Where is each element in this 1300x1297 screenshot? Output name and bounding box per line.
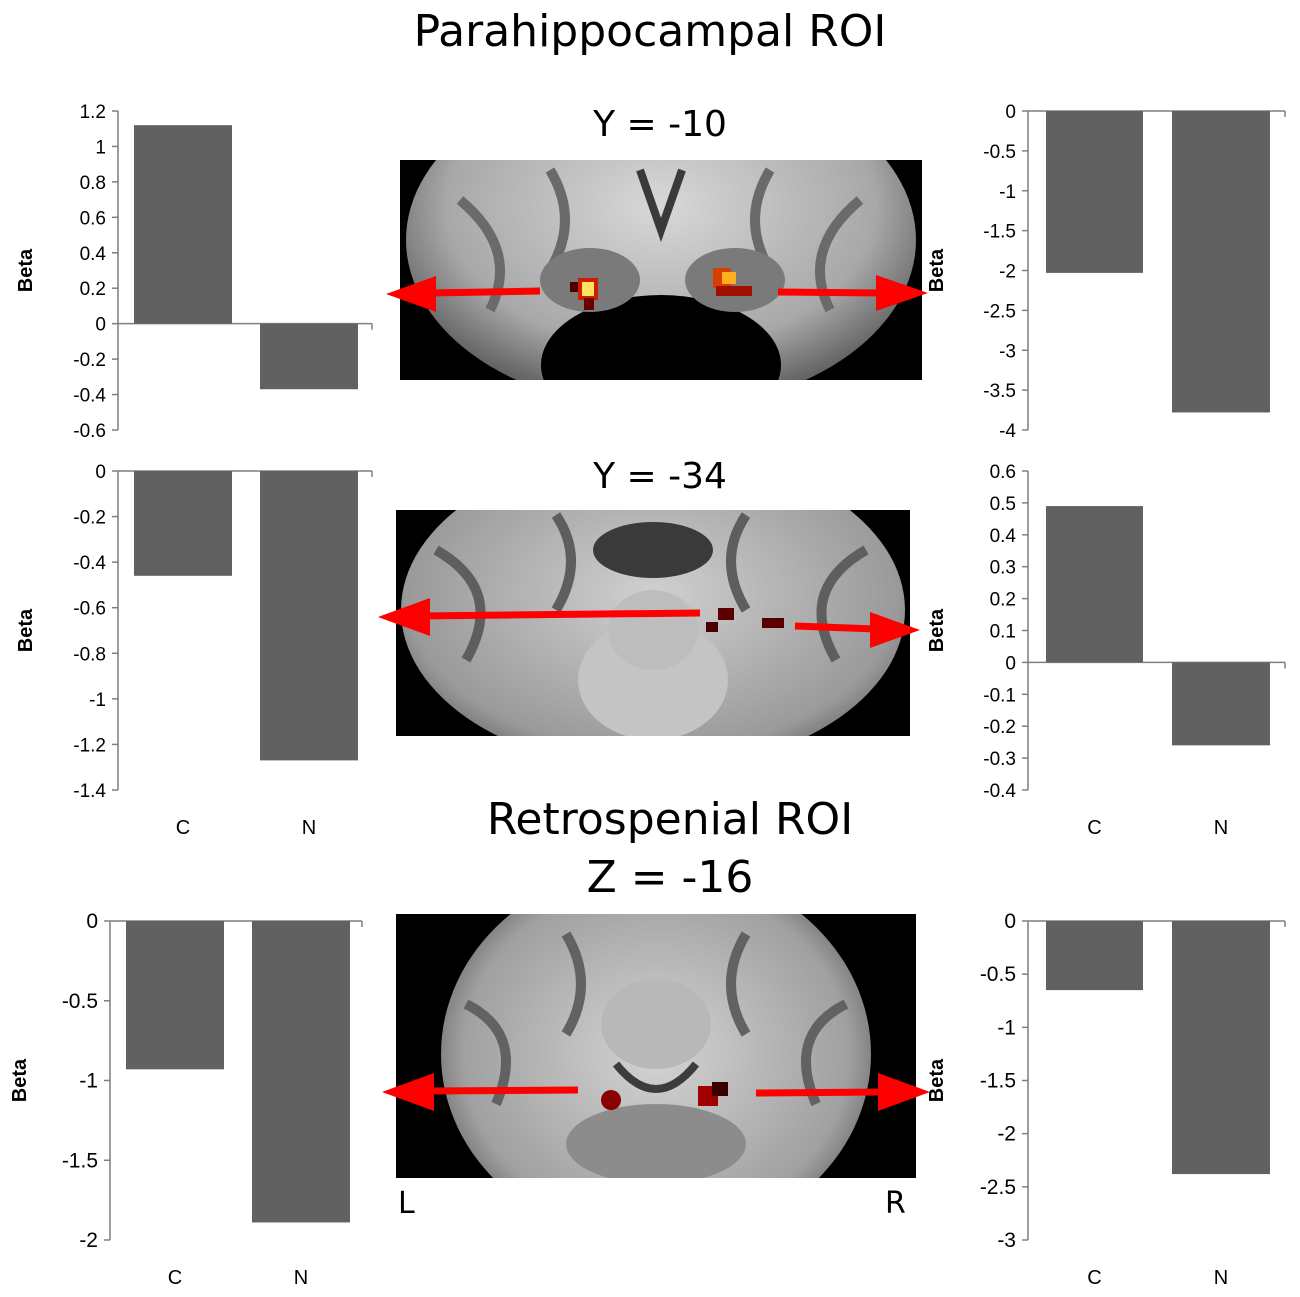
orientation-right-label: R xyxy=(885,1186,906,1221)
y-tick-label: -3.5 xyxy=(983,381,1016,402)
y-tick-label: -1 xyxy=(997,1016,1016,1039)
y-tick-label: 0.4 xyxy=(990,526,1017,547)
category-label: N xyxy=(1214,817,1228,839)
y-tick-label: -1 xyxy=(999,182,1016,203)
y-tick-label: -0.5 xyxy=(62,990,98,1013)
y-tick-label: 0 xyxy=(1004,910,1016,933)
y-tick-label: -0.8 xyxy=(73,644,106,665)
slice-label-y-34: Y = -34 xyxy=(593,456,727,497)
y-tick-label: 0 xyxy=(95,462,106,483)
y-tick-label: -0.3 xyxy=(983,749,1016,770)
y-tick-label: -0.6 xyxy=(73,599,106,620)
y-tick-label: -3 xyxy=(997,1229,1016,1252)
y-tick-label: -0.4 xyxy=(73,553,106,574)
category-label: N xyxy=(294,1267,308,1289)
arrow-right-1 xyxy=(777,275,928,311)
y-tick-label: -1.5 xyxy=(980,1070,1016,1093)
y-axis-label: Beta xyxy=(15,248,37,292)
y-axis-label: Beta xyxy=(926,248,948,292)
bar-c xyxy=(1046,921,1143,991)
y-tick-label: 0 xyxy=(1005,102,1016,123)
bar-n xyxy=(260,323,358,390)
main-title: Parahippocampal ROI xyxy=(413,6,887,57)
y-tick-label: 0 xyxy=(86,910,98,933)
y-tick-label: -1 xyxy=(89,690,106,711)
y-tick-label: -0.2 xyxy=(73,508,106,529)
y-axis-label: Beta xyxy=(926,608,948,652)
y-axis-label: Beta xyxy=(15,608,37,652)
bar-n xyxy=(1172,662,1270,746)
y-tick-label: 0.6 xyxy=(990,462,1016,483)
arrow-right-3 xyxy=(755,1073,930,1111)
y-tick-label: -4 xyxy=(999,421,1016,442)
y-tick-label: -0.4 xyxy=(73,386,106,407)
arrow-left-3 xyxy=(382,1073,579,1111)
bar-n xyxy=(260,471,358,761)
y-tick-label: -2 xyxy=(79,1229,98,1252)
chart-2: 0 -0.5 -1 -1.5 -2 -2.5 -3 -3.5 -4 Beta xyxy=(926,102,1286,442)
y-tick-label: -2 xyxy=(997,1123,1016,1146)
bar-c xyxy=(134,471,232,576)
y-tick-label: 0 xyxy=(95,315,106,336)
y-tick-label: -0.6 xyxy=(73,421,106,442)
category-label: C xyxy=(176,817,190,839)
arrow-left-2 xyxy=(378,598,701,636)
category-label: C xyxy=(1087,1267,1101,1289)
y-tick-label: 0.2 xyxy=(80,279,106,300)
y-tick-label: -0.5 xyxy=(980,963,1016,986)
bar-n xyxy=(1172,111,1270,413)
y-tick-label: -0.2 xyxy=(983,717,1016,738)
arrow-left-1 xyxy=(386,276,541,312)
y-tick-label: -0.1 xyxy=(983,685,1016,706)
slice-label-z-16: Z = -16 xyxy=(586,852,754,903)
y-tick-label: -1.5 xyxy=(983,222,1016,243)
y-tick-label: -2 xyxy=(999,262,1016,283)
bar-c xyxy=(1046,111,1143,273)
y-tick-label: -2.5 xyxy=(980,1176,1016,1199)
bar-c xyxy=(126,921,224,1070)
chart-4: 0.6 0.5 0.4 0.3 0.2 0.1 0 -0.1 -0.2 -0.3 -0.4 C N Bet… xyxy=(926,462,1286,839)
brain-slice-coronal-y-10 xyxy=(400,160,922,380)
brain-slice-axial-z-16 xyxy=(396,914,916,1178)
y-tick-label: -0.4 xyxy=(983,781,1016,802)
bar-c xyxy=(134,125,232,324)
y-tick-label: 0.3 xyxy=(990,558,1016,579)
y-tick-label: 0.1 xyxy=(990,622,1016,643)
y-tick-label: -3 xyxy=(999,341,1016,362)
category-label: N xyxy=(302,817,316,839)
chart-3: 0 -0.2 -0.4 -0.6 -0.8 -1 -1.2 -1.4 C N Beta xyxy=(15,462,373,839)
chart-6: 0 -0.5 -1 -1.5 -2 -2.5 -3 C N Beta xyxy=(926,910,1286,1289)
y-tick-label: 0 xyxy=(1005,653,1016,674)
y-tick-label: 1 xyxy=(95,137,106,158)
y-tick-label: -1.5 xyxy=(62,1149,98,1172)
bar-n xyxy=(1172,921,1270,1175)
slice-label-y-10: Y = -10 xyxy=(593,104,727,145)
category-label: N xyxy=(1214,1267,1228,1289)
y-tick-label: -1.2 xyxy=(73,735,106,756)
y-tick-label: 0.2 xyxy=(990,590,1016,611)
retrosplenial-title: Retrospenial ROI xyxy=(486,794,854,845)
y-tick-label: -0.2 xyxy=(73,350,106,371)
y-tick-label: 0.8 xyxy=(80,173,106,194)
orientation-left-label: L xyxy=(398,1186,415,1221)
chart-1: 1.2 1 0.8 0.6 0.4 0.2 0 -0.2 -0.4 -0.6 Beta xyxy=(15,102,373,442)
y-tick-label: 1.2 xyxy=(80,102,106,123)
y-axis-label: Beta xyxy=(9,1058,31,1102)
arrow-right-2 xyxy=(794,612,920,648)
y-tick-label: 0.5 xyxy=(990,494,1016,515)
y-tick-label: -1 xyxy=(79,1070,98,1093)
y-axis-label: Beta xyxy=(926,1058,948,1102)
bar-n xyxy=(252,921,350,1223)
bar-c xyxy=(1046,506,1143,663)
y-tick-label: 0.6 xyxy=(80,208,106,229)
y-tick-label: -1.4 xyxy=(73,781,106,802)
y-tick-label: 0.4 xyxy=(80,244,107,265)
y-tick-label: -2.5 xyxy=(983,301,1016,322)
chart-5: 0 -0.5 -1 -1.5 -2 C N Beta xyxy=(9,910,363,1289)
y-tick-label: -0.5 xyxy=(983,142,1016,163)
category-label: C xyxy=(168,1267,182,1289)
category-label: C xyxy=(1087,817,1101,839)
